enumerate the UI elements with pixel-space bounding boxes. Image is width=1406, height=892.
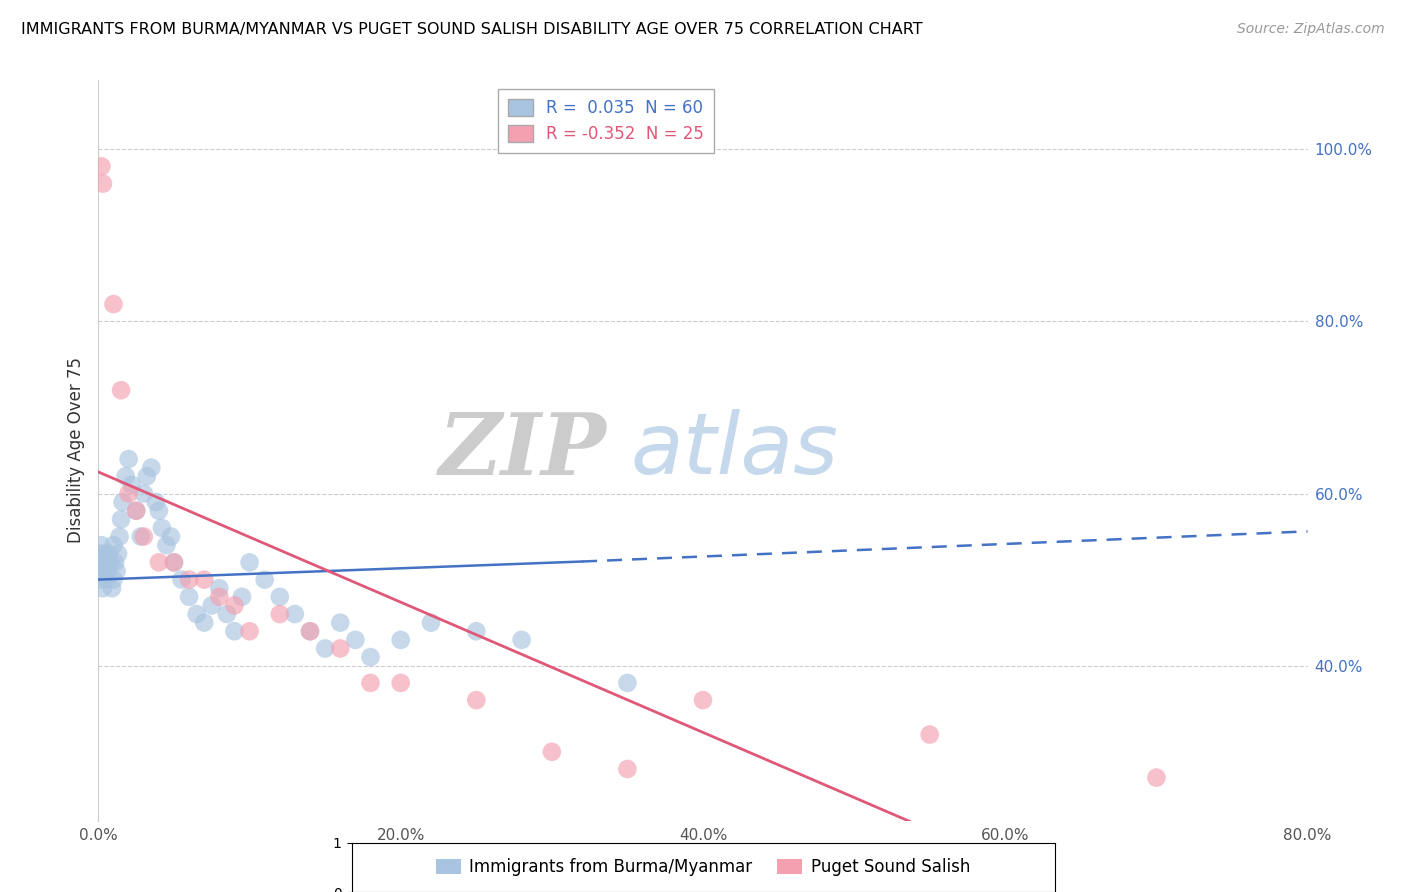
Point [193, 573, 215, 587]
Point [121, 478, 143, 492]
Point [344, 632, 367, 647]
Point [510, 632, 533, 647]
Point [132, 486, 155, 500]
Point [239, 624, 262, 639]
Point [103, 297, 125, 311]
Point [90, 160, 112, 174]
Point [111, 495, 134, 509]
Point [193, 615, 215, 630]
Point [148, 504, 170, 518]
Point [98, 547, 121, 561]
Point [692, 693, 714, 707]
Point [91, 581, 114, 595]
Point [360, 676, 382, 690]
Point [91, 555, 114, 569]
Point [93, 547, 115, 561]
Point [239, 555, 262, 569]
Point [110, 383, 132, 397]
Point [329, 615, 352, 630]
Point [616, 762, 638, 776]
Point [105, 564, 128, 578]
Text: atlas: atlas [630, 409, 838, 492]
Point [118, 486, 141, 500]
Point [208, 590, 231, 604]
Point [91, 177, 114, 191]
Point [284, 607, 307, 621]
Point [90, 538, 112, 552]
Point [155, 538, 177, 552]
Point [186, 607, 208, 621]
Point [163, 555, 186, 569]
Legend: Immigrants from Burma/Myanmar, Puget Sound Salish: Immigrants from Burma/Myanmar, Puget Sou… [436, 858, 970, 877]
Point [114, 469, 136, 483]
Point [89, 564, 111, 578]
Point [224, 599, 246, 613]
Point [145, 495, 167, 509]
Point [299, 624, 322, 639]
Point [231, 590, 253, 604]
Point [90, 573, 112, 587]
Point [918, 727, 941, 741]
Y-axis label: Disability Age Over 75: Disability Age Over 75 [66, 358, 84, 543]
Point [110, 512, 132, 526]
Point [420, 615, 443, 630]
Point [465, 693, 488, 707]
Point [132, 530, 155, 544]
Point [163, 555, 186, 569]
Point [160, 530, 183, 544]
Point [94, 555, 117, 569]
Point [314, 641, 336, 656]
Legend: R =  0.035  N = 60, R = -0.352  N = 25: R = 0.035 N = 60, R = -0.352 N = 25 [498, 88, 714, 153]
Point [93, 564, 115, 578]
Point [108, 530, 131, 544]
Point [96, 564, 118, 578]
Text: Source: ZipAtlas.com: Source: ZipAtlas.com [1237, 22, 1385, 37]
Point [118, 452, 141, 467]
Point [208, 581, 231, 595]
Point [150, 521, 173, 535]
Point [215, 607, 238, 621]
Point [125, 504, 148, 518]
Point [100, 555, 122, 569]
Point [148, 555, 170, 569]
Point [329, 641, 352, 656]
Point [170, 573, 193, 587]
Point [141, 460, 163, 475]
Point [101, 581, 124, 595]
Text: ZIP: ZIP [439, 409, 606, 492]
Point [389, 632, 412, 647]
Point [179, 590, 201, 604]
Point [87, 555, 110, 569]
Point [360, 650, 382, 665]
Point [465, 624, 488, 639]
Point [201, 599, 224, 613]
Text: IMMIGRANTS FROM BURMA/MYANMAR VS PUGET SOUND SALISH DISABILITY AGE OVER 75 CORRE: IMMIGRANTS FROM BURMA/MYANMAR VS PUGET S… [21, 22, 922, 37]
Point [103, 573, 125, 587]
Point [616, 676, 638, 690]
Point [129, 530, 152, 544]
Point [269, 590, 291, 604]
Point [224, 624, 246, 639]
Point [253, 573, 276, 587]
Point [107, 547, 129, 561]
Point [89, 547, 111, 561]
Point [103, 538, 125, 552]
Point [179, 573, 201, 587]
Point [125, 504, 148, 518]
Point [269, 607, 291, 621]
Point [104, 555, 127, 569]
Point [135, 469, 157, 483]
Point [1144, 771, 1167, 785]
Point [540, 745, 562, 759]
Point [299, 624, 322, 639]
Point [94, 573, 117, 587]
Point [389, 676, 412, 690]
